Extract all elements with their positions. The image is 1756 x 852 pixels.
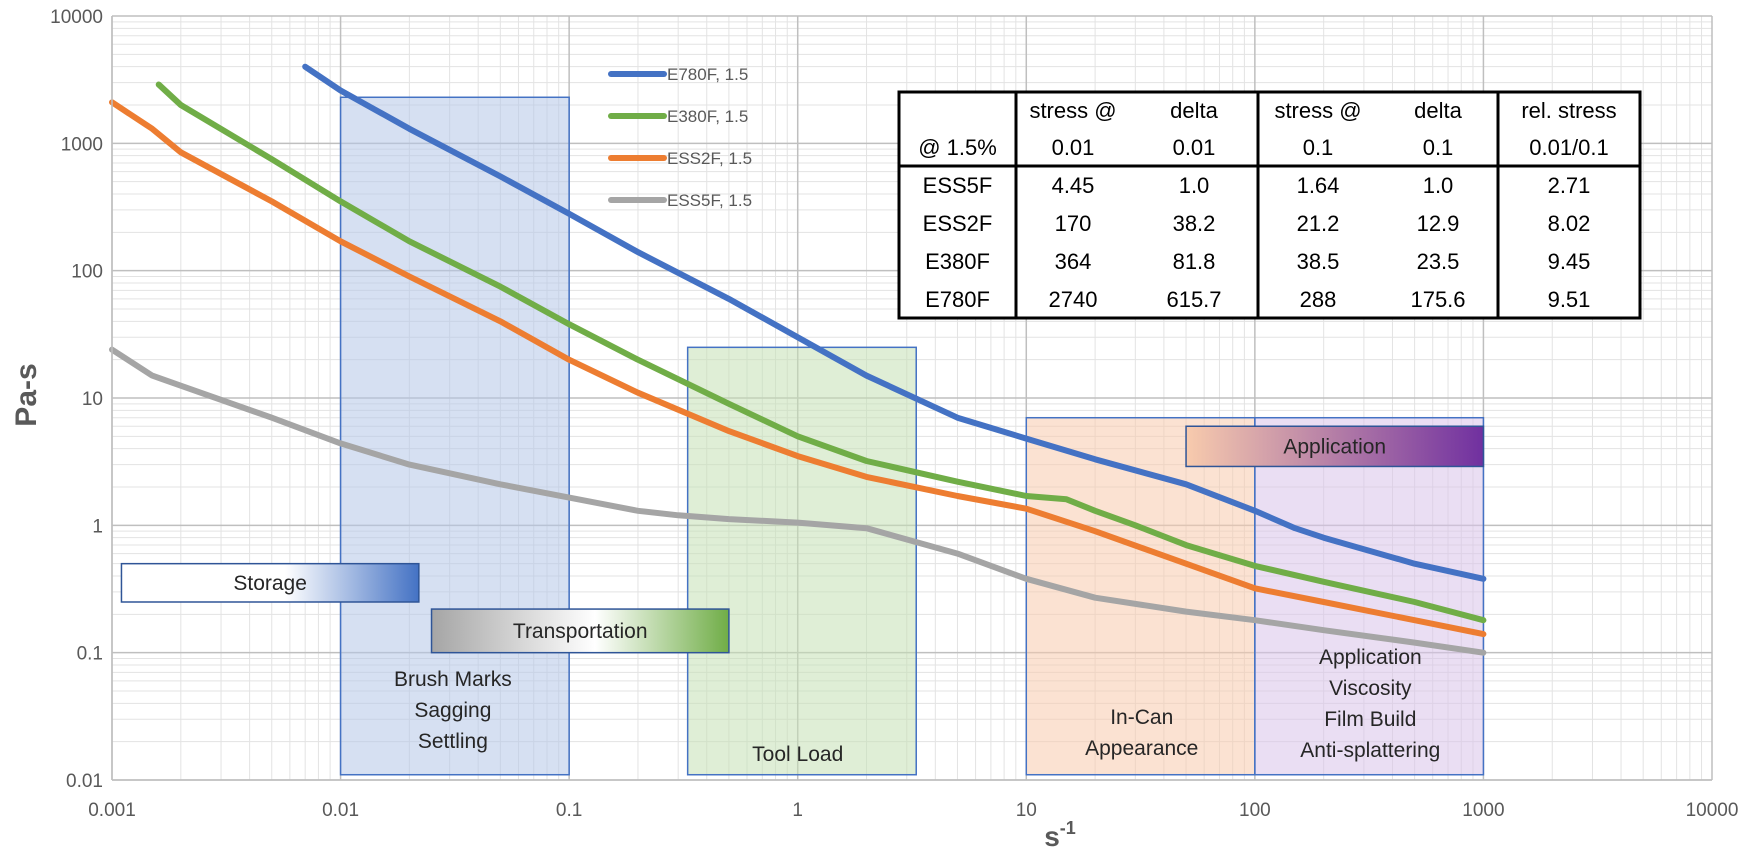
table-cell: ESS2F (923, 211, 993, 236)
legend-entry: E380F, 1.5 (667, 107, 748, 126)
y-tick-label: 0.1 (77, 644, 103, 665)
band-storage (120, 562, 420, 603)
stress-table: stress @ delta stress @ delta rel. stress @ 1… (897, 90, 1642, 320)
region-label-brush: Brush Marks (394, 668, 512, 691)
region-label-app: Anti-splattering (1300, 739, 1440, 762)
table-cell: 2.71 (1548, 173, 1591, 198)
region-label-incan: In-Can (1110, 706, 1173, 729)
x-axis-title: s-1 (1044, 818, 1076, 852)
table-header-cell: @ 1.5% (918, 135, 997, 160)
region-label-tool: Tool Load (752, 743, 843, 766)
table-cell: 8.02 (1548, 211, 1591, 236)
table-header-cell: stress @ (1029, 98, 1116, 123)
series-line (155, 81, 1487, 624)
table-header-cell: 0.01 (1052, 135, 1095, 160)
legend-entry: ESS2F, 1.5 (667, 149, 752, 168)
table-cell: 38.5 (1297, 249, 1340, 274)
table-header-cell: rel. stress (1521, 98, 1616, 123)
x-tick-label: 100 (1239, 800, 1271, 821)
y-tick-label: 10000 (50, 7, 103, 28)
table-cell: 9.51 (1548, 287, 1591, 312)
table-header-cell: 0.01/0.1 (1529, 135, 1609, 160)
x-tick-label: 10 (1016, 800, 1037, 821)
x-tick-label: 1 (792, 800, 803, 821)
table-frame (897, 90, 1642, 320)
y-axis-title: Pa-s (10, 363, 43, 426)
region-label-brush: Sagging (414, 699, 491, 722)
region-label-brush: Settling (418, 730, 488, 753)
x-tick-label: 0.01 (322, 800, 359, 821)
table-cell: 175.6 (1410, 287, 1465, 312)
x-tick-label: 1000 (1462, 800, 1504, 821)
series-line (109, 99, 1487, 638)
table-cell: 615.7 (1166, 287, 1221, 312)
table-header-cell: 0.1 (1303, 135, 1334, 160)
table-cell: 2740 (1049, 287, 1098, 312)
table-cell: 38.2 (1173, 211, 1216, 236)
table-cell: E780F (925, 287, 990, 312)
series-line (109, 346, 1487, 656)
region-tool (686, 346, 917, 776)
table-cell: 1.0 (1179, 173, 1210, 198)
region-label-app: Film Build (1324, 708, 1416, 731)
region-label-app: Viscosity (1329, 677, 1412, 700)
table-cell: E380F (925, 249, 990, 274)
table-cell: 288 (1300, 287, 1337, 312)
band-application (1185, 425, 1485, 468)
table-header-cell: delta (1414, 98, 1462, 123)
table-cell: 1.0 (1423, 173, 1454, 198)
region-label-incan: Appearance (1085, 737, 1198, 760)
y-tick-label: 1000 (61, 134, 103, 155)
table-cell: ESS5F (923, 173, 993, 198)
band-label-storage: Storage (233, 572, 307, 595)
table-cell: 9.45 (1548, 249, 1591, 274)
table-header-cell: 0.01 (1173, 135, 1216, 160)
series-lines (109, 63, 1487, 656)
region-label-app: Application (1319, 646, 1422, 669)
legend-entry: E780F, 1.5 (667, 65, 748, 84)
y-tick-label: 0.01 (66, 771, 103, 792)
table-cell: 21.2 (1297, 211, 1340, 236)
region-brush (339, 96, 570, 776)
band-transport (430, 608, 730, 654)
region-labels: Brush Marks Sagging Settling Tool Load In-Ca… (394, 646, 1440, 766)
table-cell: 364 (1055, 249, 1092, 274)
band-label-application: Application (1283, 435, 1386, 458)
band-label-transport: Transportation (513, 620, 648, 643)
table-cell: 81.8 (1173, 249, 1216, 274)
series-line (302, 63, 1487, 582)
x-tick-label: 0.001 (88, 800, 136, 821)
table-cell: 4.45 (1052, 173, 1095, 198)
x-axis-title-base: s (1044, 821, 1060, 852)
y-tick-label: 10 (82, 389, 103, 410)
region-incan (1025, 416, 1256, 776)
table-cell: 170 (1055, 211, 1092, 236)
x-axis-title-superscript: -1 (1060, 818, 1076, 838)
table-header-cell: delta (1170, 98, 1218, 123)
table-cell: 1.64 (1297, 173, 1340, 198)
x-tick-label: 0.1 (556, 800, 582, 821)
axes: Pa-s s-1 0.001 0.01 0.1 1 10 100 1000 10000 0.01… (10, 7, 1738, 852)
table-header-cell: stress @ (1274, 98, 1361, 123)
bands: Storage Transportation Application (120, 425, 1485, 654)
x-tick-label: 10000 (1686, 800, 1739, 821)
y-tick-label: 100 (71, 262, 103, 283)
table-header-cell: 0.1 (1423, 135, 1454, 160)
y-tick-label: 1 (92, 516, 103, 537)
table-cell: 23.5 (1417, 249, 1460, 274)
table-cell: 12.9 (1417, 211, 1460, 236)
legend-entry: ESS5F, 1.5 (667, 191, 752, 210)
legend: E780F, 1.5 E380F, 1.5 ESS2F, 1.5 ESS5F, 1.5 (608, 65, 752, 210)
